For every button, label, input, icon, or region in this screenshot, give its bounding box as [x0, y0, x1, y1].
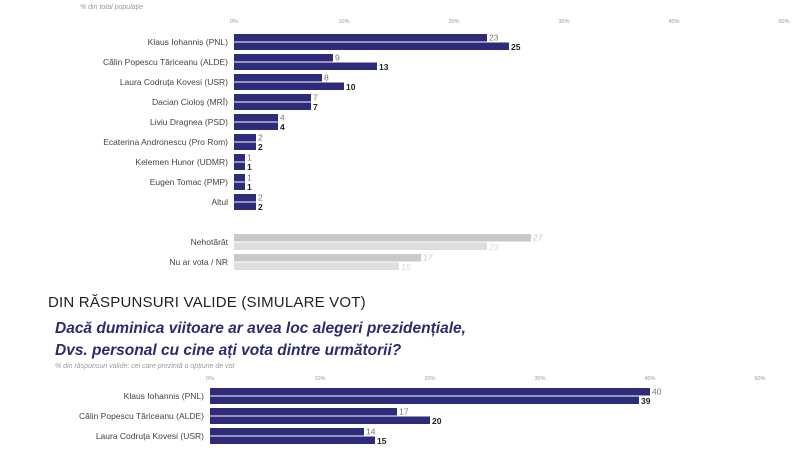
category-label: Altul	[211, 197, 228, 207]
category-label: Klaus Iohannis (PNL)	[124, 391, 204, 401]
data-label-series-1: 23	[489, 33, 499, 43]
bar-series-1	[234, 154, 245, 162]
bar-series-1	[234, 74, 322, 82]
bar-series-2	[210, 436, 375, 444]
data-label-series-1: 2	[258, 193, 263, 203]
bar-series-1	[210, 388, 650, 396]
question-line-2: Dvs. personal cu cine ați vota dintre ur…	[55, 342, 402, 359]
category-label: Liviu Dragnea (PSD)	[150, 117, 228, 127]
tick-label: 20%	[424, 376, 435, 382]
bar-series-2	[234, 82, 344, 90]
category-label: Eugen Tomac (PMP)	[150, 177, 228, 187]
bar-series-2	[234, 42, 509, 50]
bar-series-1	[234, 134, 256, 142]
bar-series-1	[234, 54, 333, 62]
bar-series-1	[234, 254, 421, 262]
tick-label: 20%	[448, 19, 459, 25]
data-label-series-1: 1	[247, 173, 252, 183]
data-label-series-2: 15	[377, 436, 387, 446]
tick-label: 50%	[754, 376, 765, 382]
data-label-series-1: 17	[399, 407, 409, 417]
data-label-series-2: 1	[247, 182, 252, 192]
tick-label: 30%	[558, 19, 569, 25]
bar-series-2	[234, 142, 256, 150]
data-label-series-2: 10	[346, 82, 356, 92]
category-label: Laura Codruța Kovesi (USR)	[96, 431, 204, 441]
tick-label: 40%	[644, 376, 655, 382]
bar-series-1	[210, 408, 397, 416]
data-label-series-1: 27	[532, 233, 543, 243]
bar-series-1	[234, 94, 311, 102]
bar-series-2	[234, 102, 311, 110]
data-label-series-1: 7	[313, 93, 318, 103]
data-label-series-2: 20	[432, 416, 442, 426]
bar-series-2	[210, 396, 639, 404]
tick-label: 10%	[338, 19, 349, 25]
data-label-series-1: 2	[258, 133, 263, 143]
tick-label: 40%	[668, 19, 679, 25]
question-line-1: Dacă duminica viitoare ar avea loc alege…	[55, 320, 466, 337]
data-label-series-1: 14	[366, 427, 376, 437]
data-label-series-2: 15	[401, 262, 411, 272]
bar-series-1	[234, 34, 487, 42]
bar-series-2	[234, 182, 245, 190]
category-label: Călin Popescu Tăriceanu (ALDE)	[103, 57, 228, 67]
bar-series-1	[234, 194, 256, 202]
bar-series-1	[234, 234, 531, 242]
bar-series-1	[210, 428, 364, 436]
data-label-series-1: 4	[280, 113, 285, 123]
chart1: 0% 10% 20% 30% 40% 50% Klaus Iohannis (PNL) 23 2…	[103, 19, 790, 272]
data-label-series-1: 9	[335, 53, 340, 63]
tick-label: 10%	[314, 376, 325, 382]
tick-label: 0%	[230, 19, 238, 25]
data-label-series-2: 4	[280, 122, 285, 132]
category-label: Nehotărât	[191, 237, 229, 247]
bar-series-1	[234, 174, 245, 182]
bar-series-1	[234, 114, 278, 122]
category-label: Nu ar vota / NR	[169, 257, 228, 267]
category-label: Laura Codruța Kovesi (USR)	[120, 77, 228, 87]
data-label-series-2: 13	[379, 62, 389, 72]
chart2-subtitle: % din răspunsuri valide: cei care prezin…	[55, 363, 235, 370]
bar-series-2	[234, 242, 487, 250]
data-label-series-1: 40	[652, 387, 662, 397]
section-heading: DIN RĂSPUNSURI VALIDE (SIMULARE VOT)	[48, 294, 366, 311]
data-label-series-2: 7	[313, 102, 318, 112]
tick-label: 50%	[778, 19, 789, 25]
data-label-series-2: 2	[258, 142, 263, 152]
category-label: Dacian Cioloș (MRÎ)	[152, 97, 228, 107]
bar-series-2	[210, 416, 430, 424]
tick-label: 0%	[206, 376, 214, 382]
data-label-series-2: 2	[258, 202, 263, 212]
category-label: Klaus Iohannis (PNL)	[148, 37, 228, 47]
category-label: Ecaterina Andronescu (Pro Rom)	[103, 137, 228, 147]
category-label: Călin Popescu Tăriceanu (ALDE)	[79, 411, 204, 421]
category-label: Kelemen Hunor (UDMR)	[135, 157, 228, 167]
data-label-series-2: 23	[488, 242, 499, 252]
data-label-series-2: 1	[247, 162, 252, 172]
bar-series-2	[234, 202, 256, 210]
bar-series-2	[234, 262, 399, 270]
bar-series-2	[234, 62, 377, 70]
chart1-subtitle: % din total populație	[80, 4, 144, 11]
data-label-series-1: 17	[423, 253, 433, 263]
data-label-series-2: 39	[641, 396, 651, 406]
bar-series-2	[234, 122, 278, 130]
bar-series-2	[234, 162, 245, 170]
data-label-series-1: 8	[324, 73, 329, 83]
chart2: 0% 10% 20% 30% 40% 50% Klaus Iohannis (PNL) 403…	[79, 376, 766, 446]
tick-label: 30%	[534, 376, 545, 382]
data-label-series-1: 1	[247, 153, 252, 163]
data-label-series-2: 25	[511, 42, 521, 52]
